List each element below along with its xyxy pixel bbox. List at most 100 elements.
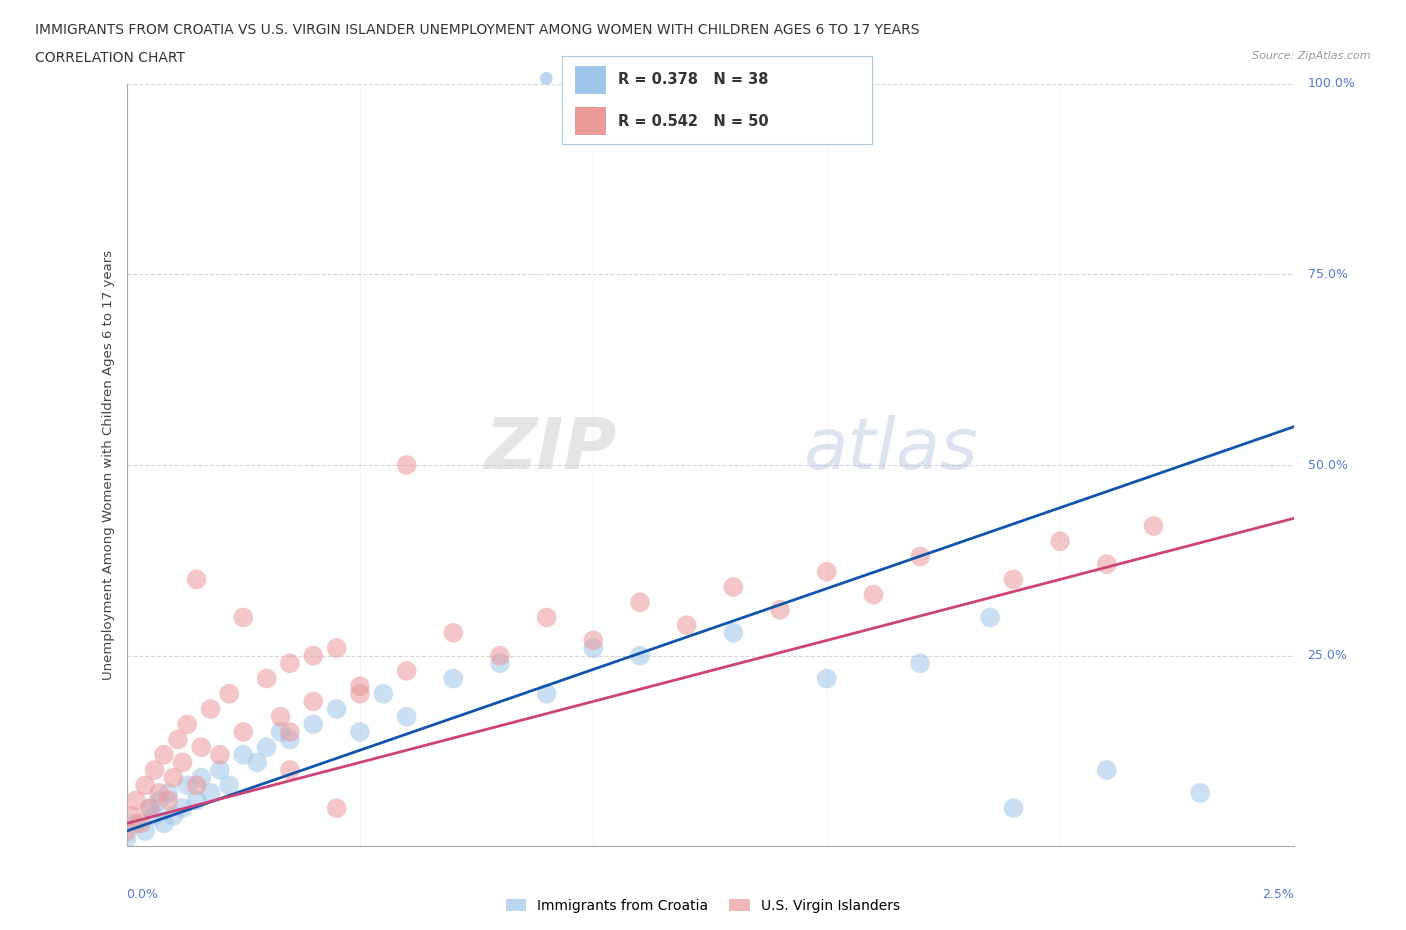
Point <box>232 610 254 625</box>
Point <box>200 786 222 801</box>
Text: ZIP: ZIP <box>485 416 617 485</box>
Point <box>186 777 208 792</box>
Text: ●: ● <box>538 69 553 86</box>
Text: 75.0%: 75.0% <box>1308 268 1347 281</box>
Point <box>302 717 325 732</box>
Point <box>302 694 325 709</box>
Point <box>582 633 605 648</box>
Point <box>862 587 884 602</box>
Point <box>186 572 208 587</box>
Point <box>176 717 198 732</box>
Point <box>373 686 395 701</box>
Point <box>186 793 208 808</box>
Text: atlas: atlas <box>803 416 979 485</box>
Point <box>125 793 148 808</box>
Point <box>172 755 194 770</box>
Point <box>157 793 180 808</box>
Point <box>1189 786 1212 801</box>
FancyBboxPatch shape <box>575 65 606 94</box>
Point <box>815 671 838 686</box>
Point <box>1142 519 1164 534</box>
Point <box>256 671 278 686</box>
Point <box>218 686 240 701</box>
Text: 100.0%: 100.0% <box>1308 77 1355 90</box>
Point <box>302 648 325 663</box>
Point <box>246 755 269 770</box>
Point <box>628 595 651 610</box>
Point <box>218 777 240 792</box>
Point <box>489 656 512 671</box>
Point <box>278 732 301 747</box>
Text: CORRELATION CHART: CORRELATION CHART <box>35 51 186 65</box>
Text: 25.0%: 25.0% <box>1308 649 1347 662</box>
Point <box>325 801 347 816</box>
Point <box>675 618 697 632</box>
Point <box>162 770 184 785</box>
Point <box>172 801 194 816</box>
Point <box>139 801 162 816</box>
Point <box>723 579 745 594</box>
Point <box>278 656 301 671</box>
Point <box>153 816 176 830</box>
Point <box>134 777 156 792</box>
Legend: Immigrants from Croatia, U.S. Virgin Islanders: Immigrants from Croatia, U.S. Virgin Isl… <box>501 894 905 919</box>
Point <box>979 610 1001 625</box>
Point <box>1049 534 1071 549</box>
Text: IMMIGRANTS FROM CROATIA VS U.S. VIRGIN ISLANDER UNEMPLOYMENT AMONG WOMEN WITH CH: IMMIGRANTS FROM CROATIA VS U.S. VIRGIN I… <box>35 23 920 37</box>
Text: R = 0.378   N = 38: R = 0.378 N = 38 <box>619 73 769 87</box>
Point <box>349 686 371 701</box>
Point <box>115 831 138 846</box>
Point <box>395 458 418 472</box>
Point <box>125 816 148 830</box>
Text: 50.0%: 50.0% <box>1308 458 1347 472</box>
Point <box>120 808 142 823</box>
Point <box>278 724 301 739</box>
Point <box>176 777 198 792</box>
Point <box>153 748 176 763</box>
Point <box>162 808 184 823</box>
Point <box>157 786 180 801</box>
Point <box>815 565 838 579</box>
Point <box>200 701 222 716</box>
Point <box>908 656 931 671</box>
Point <box>395 710 418 724</box>
Point <box>270 710 292 724</box>
Point <box>134 824 156 839</box>
Point <box>143 763 166 777</box>
Point <box>208 748 231 763</box>
Point <box>1095 557 1118 572</box>
Point <box>190 770 212 785</box>
Point <box>325 701 347 716</box>
Point <box>148 786 170 801</box>
Point <box>441 671 464 686</box>
Point <box>908 549 931 564</box>
Point <box>349 679 371 694</box>
Point <box>536 610 558 625</box>
Point <box>1095 763 1118 777</box>
Point <box>190 739 212 754</box>
Point <box>115 824 138 839</box>
FancyBboxPatch shape <box>575 107 606 136</box>
Text: 0.0%: 0.0% <box>127 888 159 901</box>
Point <box>139 801 162 816</box>
Point <box>129 816 152 830</box>
Point <box>536 686 558 701</box>
Point <box>325 641 347 656</box>
Point <box>256 739 278 754</box>
Text: 2.5%: 2.5% <box>1261 888 1294 901</box>
Point <box>232 748 254 763</box>
Point <box>628 648 651 663</box>
Point <box>769 603 792 618</box>
Text: Source: ZipAtlas.com: Source: ZipAtlas.com <box>1253 51 1371 61</box>
Point <box>395 663 418 678</box>
Point <box>489 648 512 663</box>
Point <box>208 763 231 777</box>
Point <box>582 641 605 656</box>
Point <box>148 793 170 808</box>
Point <box>278 763 301 777</box>
Point <box>143 808 166 823</box>
Point <box>723 625 745 640</box>
Point <box>349 724 371 739</box>
Text: R = 0.542   N = 50: R = 0.542 N = 50 <box>619 113 769 128</box>
Point <box>232 724 254 739</box>
